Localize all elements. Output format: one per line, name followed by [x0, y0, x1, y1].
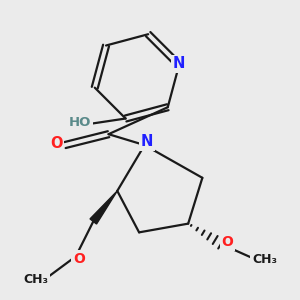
Polygon shape	[90, 191, 117, 224]
Text: CH₃: CH₃	[23, 273, 48, 286]
Text: N: N	[140, 134, 153, 149]
Text: CH₃: CH₃	[252, 253, 277, 266]
Text: O: O	[50, 136, 62, 152]
Text: O: O	[221, 235, 233, 249]
Text: O: O	[73, 251, 85, 266]
Text: HO: HO	[69, 116, 92, 129]
Text: N: N	[173, 56, 185, 71]
